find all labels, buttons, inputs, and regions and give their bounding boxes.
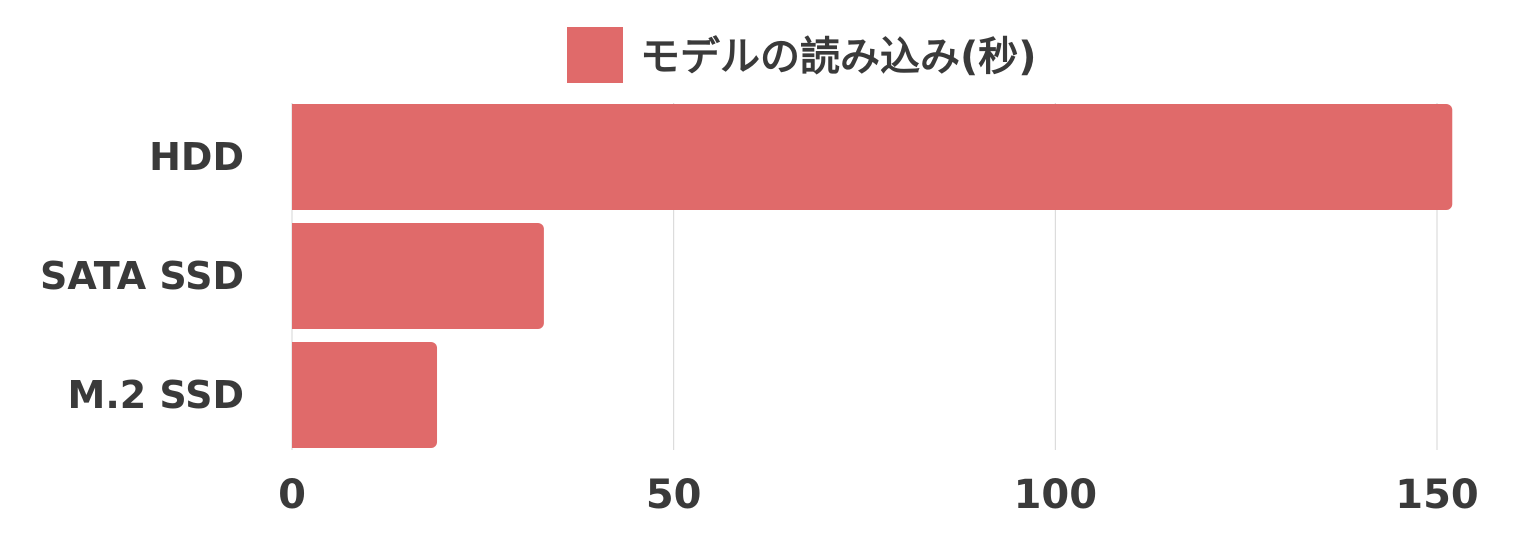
legend: モデルの読み込み(秒) [567, 27, 1037, 83]
legend-swatch [567, 27, 623, 83]
bar-hdd [292, 104, 1453, 210]
x-tick-100: 100 [1014, 472, 1098, 518]
bar-m-2-ssd [292, 342, 438, 448]
category-labels: HDD SATA SSD M.2 SSD [40, 135, 244, 417]
x-tick-labels: 0 50 100 150 [278, 472, 1479, 518]
bars [292, 104, 1453, 448]
bar-base-2 [292, 342, 300, 448]
x-tick-0: 0 [278, 472, 306, 518]
legend-label: モデルの読み込み(秒) [640, 34, 1037, 80]
x-tick-50: 50 [646, 472, 702, 518]
category-label-m-2-ssd: M.2 SSD [68, 373, 245, 417]
bar-base-1 [292, 223, 300, 329]
bar-base-0 [292, 104, 300, 210]
bar-sata-ssd [292, 223, 544, 329]
x-tick-150: 150 [1395, 472, 1479, 518]
category-label-hdd: HDD [149, 135, 244, 179]
category-label-sata-ssd: SATA SSD [40, 254, 244, 298]
